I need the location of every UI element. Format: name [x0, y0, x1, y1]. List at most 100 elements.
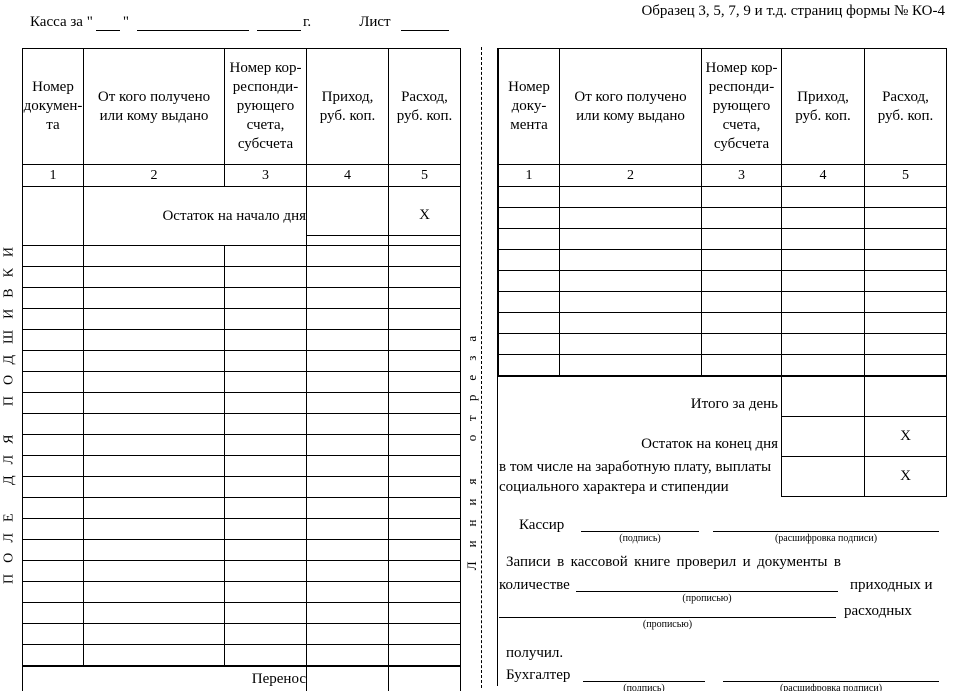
empty-cell[interactable] — [224, 602, 307, 624]
empty-cell[interactable] — [559, 291, 702, 313]
empty-cell[interactable] — [498, 312, 560, 334]
empty-cell[interactable] — [306, 644, 389, 667]
empty-cell[interactable] — [498, 186, 560, 208]
empty-cell[interactable] — [224, 434, 307, 456]
empty-cell[interactable] — [388, 329, 461, 351]
empty-cell[interactable] — [224, 623, 307, 645]
empty-cell[interactable] — [388, 308, 461, 330]
empty-cell[interactable] — [498, 354, 560, 377]
empty-cell[interactable] — [224, 392, 307, 414]
empty-cell[interactable] — [864, 186, 947, 208]
empty-cell[interactable] — [22, 518, 84, 540]
empty-cell[interactable] — [498, 228, 560, 250]
empty-cell[interactable] — [306, 413, 389, 435]
empty-cell[interactable] — [388, 581, 461, 603]
empty-cell[interactable] — [224, 497, 307, 519]
empty-cell[interactable] — [83, 392, 225, 414]
empty-cell[interactable] — [22, 245, 84, 267]
opening-balance-income-cell[interactable] — [306, 186, 389, 246]
empty-cell[interactable] — [224, 308, 307, 330]
empty-cell[interactable] — [781, 270, 865, 292]
empty-cell[interactable] — [864, 270, 947, 292]
empty-cell[interactable] — [22, 602, 84, 624]
empty-cell[interactable] — [388, 392, 461, 414]
empty-cell[interactable] — [388, 476, 461, 498]
empty-cell[interactable] — [559, 270, 702, 292]
empty-cell[interactable] — [701, 354, 782, 377]
including-income-cell[interactable] — [781, 456, 865, 497]
empty-cell[interactable] — [22, 644, 84, 667]
empty-cell[interactable] — [83, 350, 225, 372]
empty-cell[interactable] — [388, 287, 461, 309]
empty-cell[interactable] — [306, 602, 389, 624]
empty-cell[interactable] — [306, 623, 389, 645]
empty-cell[interactable] — [498, 270, 560, 292]
empty-cell[interactable] — [388, 623, 461, 645]
empty-cell[interactable] — [22, 560, 84, 582]
sheet-number-blank[interactable] — [400, 15, 449, 31]
empty-cell[interactable] — [864, 207, 947, 229]
empty-cell[interactable] — [83, 434, 225, 456]
empty-cell[interactable] — [864, 228, 947, 250]
empty-cell[interactable] — [224, 644, 307, 667]
empty-cell[interactable] — [224, 413, 307, 435]
empty-cell[interactable] — [83, 539, 225, 561]
empty-cell[interactable] — [83, 560, 225, 582]
empty-cell[interactable] — [22, 371, 84, 393]
empty-cell[interactable] — [701, 333, 782, 355]
empty-cell[interactable] — [781, 249, 865, 271]
empty-cell[interactable] — [306, 560, 389, 582]
empty-cell[interactable] — [559, 207, 702, 229]
empty-cell[interactable] — [864, 333, 947, 355]
empty-cell[interactable] — [388, 539, 461, 561]
empty-cell[interactable] — [22, 539, 84, 561]
empty-cell[interactable] — [83, 623, 225, 645]
empty-cell[interactable] — [388, 245, 461, 267]
empty-cell[interactable] — [83, 308, 225, 330]
empty-cell[interactable] — [83, 644, 225, 667]
empty-cell[interactable] — [559, 186, 702, 208]
empty-cell[interactable] — [22, 266, 84, 288]
empty-cell[interactable] — [701, 312, 782, 334]
empty-cell[interactable] — [781, 291, 865, 313]
empty-cell[interactable] — [22, 455, 84, 477]
empty-cell[interactable] — [224, 560, 307, 582]
empty-cell[interactable] — [388, 560, 461, 582]
empty-cell[interactable] — [498, 207, 560, 229]
empty-cell[interactable] — [224, 476, 307, 498]
empty-cell[interactable] — [306, 539, 389, 561]
empty-cell[interactable] — [781, 228, 865, 250]
empty-cell[interactable] — [306, 308, 389, 330]
empty-cell[interactable] — [22, 434, 84, 456]
empty-cell[interactable] — [306, 371, 389, 393]
empty-cell[interactable] — [864, 312, 947, 334]
empty-cell[interactable] — [306, 434, 389, 456]
empty-cell[interactable] — [864, 249, 947, 271]
day-total-expense-cell[interactable] — [864, 377, 947, 417]
empty-cell[interactable] — [388, 497, 461, 519]
date-year-blank[interactable] — [256, 15, 301, 31]
empty-cell[interactable] — [83, 518, 225, 540]
empty-cell[interactable] — [22, 186, 84, 246]
empty-cell[interactable] — [701, 186, 782, 208]
empty-cell[interactable] — [83, 581, 225, 603]
empty-cell[interactable] — [22, 350, 84, 372]
empty-cell[interactable] — [83, 371, 225, 393]
empty-cell[interactable] — [224, 329, 307, 351]
empty-cell[interactable] — [83, 476, 225, 498]
empty-cell[interactable] — [224, 287, 307, 309]
closing-balance-income-cell[interactable] — [781, 416, 865, 457]
empty-cell[interactable] — [22, 308, 84, 330]
empty-cell[interactable] — [559, 333, 702, 355]
empty-cell[interactable] — [22, 623, 84, 645]
empty-cell[interactable] — [701, 207, 782, 229]
empty-cell[interactable] — [701, 249, 782, 271]
empty-cell[interactable] — [701, 270, 782, 292]
empty-cell[interactable] — [498, 333, 560, 355]
date-day-blank[interactable] — [95, 15, 120, 31]
empty-cell[interactable] — [83, 287, 225, 309]
empty-cell[interactable] — [306, 392, 389, 414]
empty-cell[interactable] — [388, 518, 461, 540]
empty-cell[interactable] — [83, 266, 225, 288]
empty-cell[interactable] — [498, 249, 560, 271]
